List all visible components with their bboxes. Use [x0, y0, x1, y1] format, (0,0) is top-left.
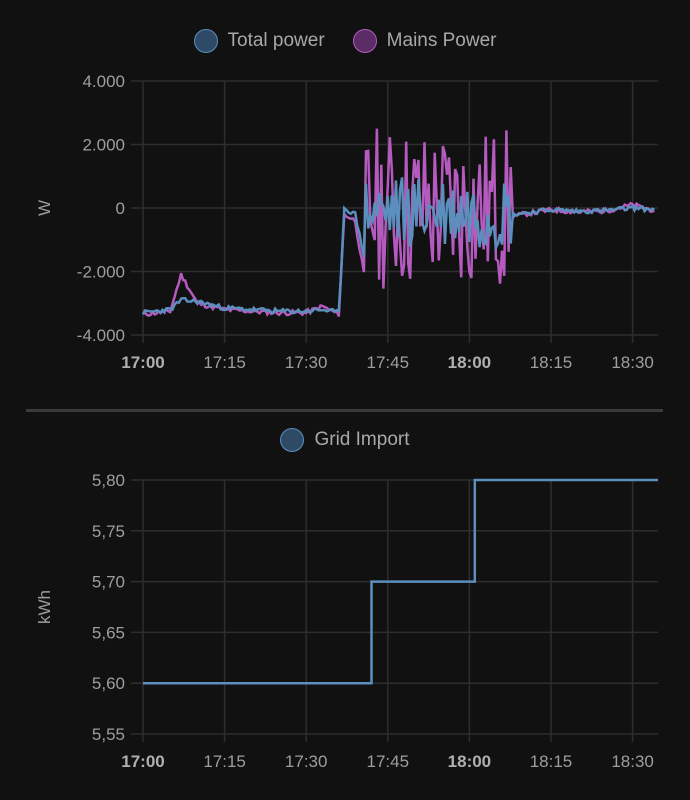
x-tick-label: 18:15 [530, 752, 573, 771]
y-tick-label: 5,55 [92, 725, 125, 744]
y-tick-label: -2.000 [77, 263, 125, 282]
grid-import-line [143, 478, 658, 685]
y-tick-label: 2.000 [82, 136, 125, 155]
y-tick-label: 5,60 [92, 674, 125, 693]
legend-label: Total power [227, 30, 325, 51]
x-tick-label: 17:45 [367, 752, 410, 771]
y-axis-label: kWh [35, 590, 54, 624]
power-chart-axes: 4.000 2.000 0 -2.000 -4.000 17:00 17:15 17:30 17… [35, 72, 658, 372]
x-tick-label: 18:30 [611, 353, 654, 372]
mains-power-swatch-icon [352, 29, 377, 53]
legend-item-grid-import[interactable]: Grid Import [280, 428, 410, 452]
total-power-swatch-icon [193, 29, 218, 53]
x-tick-label: 17:30 [285, 353, 328, 372]
x-tick-label: 17:30 [285, 752, 328, 771]
y-tick-label: 5,70 [92, 573, 125, 592]
legend-label: Grid Import [314, 429, 410, 450]
x-tick-label: 18:30 [611, 752, 654, 771]
x-tick-label: 18:00 [448, 752, 491, 771]
grid-import-swatch-icon [280, 428, 305, 452]
total-power-line [141, 177, 655, 316]
x-tick-label: 17:15 [203, 353, 246, 372]
x-tick-label: 18:00 [448, 353, 491, 372]
x-tick-label: 17:00 [121, 752, 164, 771]
y-tick-label: -4.000 [77, 326, 125, 345]
y-tick-label: 0 [116, 199, 125, 218]
y-axis-label: W [35, 200, 54, 216]
y-tick-label: 4.000 [82, 72, 125, 91]
y-tick-label: 5,65 [92, 623, 125, 642]
top-chart-legend: Total power Mains Power [0, 29, 690, 53]
y-tick-label: 5,75 [92, 522, 125, 541]
x-tick-label: 18:15 [530, 353, 573, 372]
bottom-chart-legend: Grid Import [0, 428, 690, 452]
grid-import-chart-axes: 5,80 5,75 5,70 5,65 5,60 5,55 17:00 17:15 17:30 1… [35, 471, 658, 771]
x-tick-label: 17:15 [203, 752, 246, 771]
y-tick-label: 5,80 [92, 471, 125, 490]
x-tick-label: 17:00 [121, 353, 164, 372]
legend-item-mains-power[interactable]: Mains Power [352, 29, 497, 53]
legend-label: Mains Power [386, 30, 497, 51]
legend-item-total-power[interactable]: Total power [193, 29, 325, 53]
x-tick-label: 17:45 [367, 353, 410, 372]
chart-divider [26, 409, 663, 412]
